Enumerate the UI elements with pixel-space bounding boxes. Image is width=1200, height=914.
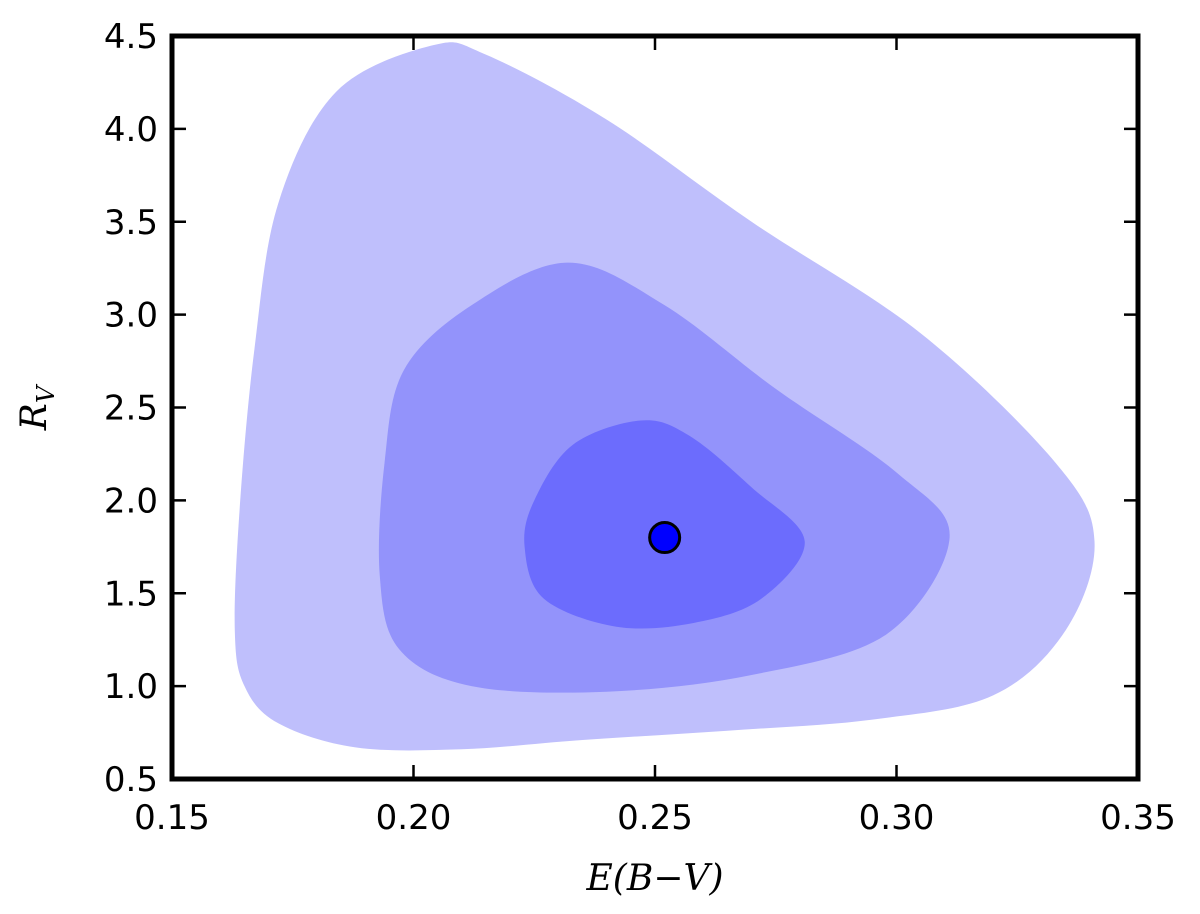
y-tick-label-0: 0.5 [104,760,158,800]
best-fit-layer [648,521,682,555]
y-tick-label-3: 2.0 [104,481,158,521]
x-tick-label-3: 0.30 [859,798,935,838]
x-axis-label-dash: − [653,858,683,899]
plot-frame [169,33,1141,782]
y-axis-label-main: R [14,403,55,431]
y-tick-label-2: 1.5 [104,574,158,614]
y-axis-label-sub: V [32,383,60,403]
best-fit-marker [648,521,682,555]
x-tick-label-2: 0.25 [617,798,693,838]
x-axis-label: E(B−V) [586,858,724,899]
y-tick-label-4: 2.5 [104,389,158,429]
y-tick-label-6: 3.5 [104,203,158,243]
y-tick-label-1: 1.0 [104,667,158,707]
y-tick-label-8: 4.5 [104,17,158,57]
x-tick-label-1: 0.20 [376,798,452,838]
x-axis-label-suffix: V) [683,858,723,899]
y-tick-label-5: 3.0 [104,296,158,336]
y-axis-label: RV [14,383,60,431]
x-tick-label-0: 0.15 [134,798,210,838]
x-tick-label-4: 0.35 [1100,798,1176,838]
x-axis-label-prefix: E(B [586,858,654,899]
y-tick-label-7: 4.0 [104,110,158,150]
contour-regions [234,42,1095,751]
tick-labels-layer: 0.15 0.20 0.25 0.30 0.35 0.5 1.0 1.5 2.0 2.5 3.0 3.… [104,17,1176,838]
